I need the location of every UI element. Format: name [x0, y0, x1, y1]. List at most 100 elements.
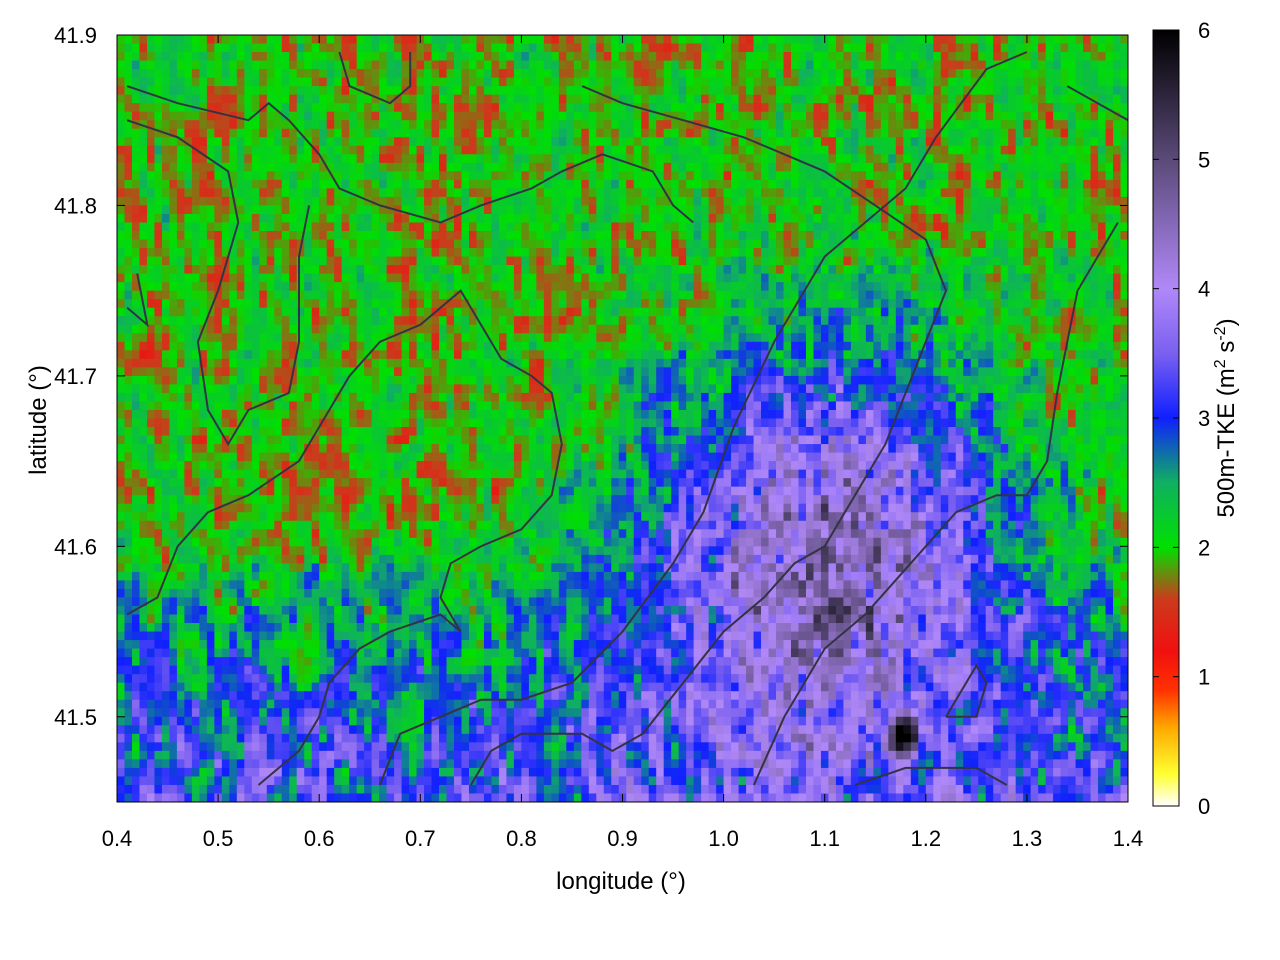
heatmap-cell	[805, 273, 815, 283]
heatmap-cell	[409, 265, 418, 275]
heatmap-cell	[955, 86, 964, 96]
heatmap-cell	[1068, 162, 1077, 172]
heatmap-cell	[596, 188, 605, 198]
heatmap-cell	[386, 324, 395, 334]
heatmap-cell	[424, 52, 433, 62]
heatmap-cell	[154, 137, 163, 147]
heatmap-cell	[1008, 103, 1017, 113]
heatmap-cell	[671, 239, 680, 249]
heatmap-cell	[244, 77, 253, 87]
heatmap-cell	[131, 282, 141, 292]
heatmap-cell	[206, 52, 215, 62]
heatmap-cell	[963, 248, 972, 258]
heatmap-cell	[858, 248, 867, 258]
heatmap-cell	[551, 77, 560, 87]
heatmap-cell	[468, 213, 478, 224]
heatmap-cell	[379, 205, 388, 215]
heatmap-cell	[828, 239, 837, 249]
heatmap-cell	[483, 94, 493, 104]
heatmap-cell	[940, 188, 949, 198]
heatmap-cell	[873, 265, 882, 275]
heatmap-cell	[558, 120, 567, 130]
heatmap-cell	[663, 213, 672, 224]
heatmap-cell	[813, 341, 822, 351]
heatmap-cell	[641, 333, 650, 343]
heatmap-cell	[229, 154, 238, 164]
heatmap-cell	[820, 188, 830, 198]
heatmap-cell	[371, 179, 380, 189]
heatmap-cell	[521, 222, 530, 232]
heatmap-cell	[858, 128, 867, 138]
heatmap-cell	[805, 248, 815, 258]
heatmap-cell	[244, 239, 253, 249]
heatmap-cell	[259, 307, 268, 317]
heatmap-cell	[206, 86, 215, 96]
heatmap-cell	[1120, 154, 1128, 164]
heatmap-cell	[349, 94, 358, 104]
heatmap-cell	[259, 196, 268, 207]
heatmap-cell	[199, 282, 208, 292]
heatmap-cell	[513, 299, 522, 309]
heatmap-cell	[746, 52, 755, 62]
heatmap-cell	[776, 222, 785, 232]
heatmap-cell	[184, 86, 193, 96]
heatmap-cell	[1038, 103, 1047, 113]
heatmap-cell	[1000, 137, 1009, 147]
heatmap-cell	[1008, 188, 1017, 198]
heatmap-cell	[1068, 196, 1077, 207]
heatmap-cell	[948, 205, 957, 215]
heatmap-cell	[281, 154, 290, 164]
heatmap-cell	[880, 290, 889, 300]
heatmap-cell	[686, 239, 695, 249]
heatmap-cell	[131, 94, 141, 104]
heatmap-cell	[311, 333, 320, 343]
heatmap-cell	[1015, 35, 1024, 45]
heatmap-cell	[117, 162, 126, 172]
heatmap-cell	[341, 248, 350, 258]
heatmap-cell	[221, 273, 230, 283]
heatmap-cell	[1060, 307, 1069, 317]
heatmap-cell	[603, 290, 612, 300]
heatmap-cell	[888, 282, 897, 292]
heatmap-cell	[461, 137, 470, 147]
heatmap-cell	[326, 128, 335, 138]
heatmap-cell	[611, 145, 620, 155]
heatmap-cell	[454, 128, 463, 138]
heatmap-cell	[468, 128, 478, 138]
heatmap-cell	[1090, 299, 1099, 309]
heatmap-cell	[1038, 265, 1047, 275]
heatmap-cell	[581, 248, 590, 258]
heatmap-cell	[738, 60, 747, 70]
heatmap-cell	[386, 282, 395, 292]
heatmap-cell	[873, 341, 882, 351]
heatmap-cell	[543, 205, 552, 215]
heatmap-cell	[880, 282, 889, 292]
heatmap-cell	[199, 239, 208, 249]
heatmap-cell	[1023, 196, 1032, 207]
heatmap-cell	[1098, 77, 1107, 87]
heatmap-cell	[1023, 333, 1032, 343]
heatmap-cell	[424, 290, 433, 300]
heatmap-cell	[289, 307, 298, 317]
heatmap-cell	[221, 154, 230, 164]
heatmap-cell	[933, 69, 942, 79]
heatmap-cell	[888, 333, 897, 343]
heatmap-cell	[483, 86, 493, 96]
heatmap-cell	[439, 69, 448, 79]
heatmap-cell	[311, 162, 320, 172]
heatmap-cell	[341, 307, 350, 317]
heatmap-cell	[117, 111, 126, 121]
heatmap-cell	[820, 213, 830, 224]
heatmap-cell	[618, 52, 627, 62]
heatmap-cell	[588, 333, 597, 343]
heatmap-cell	[326, 94, 335, 104]
heatmap-cell	[394, 128, 403, 138]
heatmap-cell	[1120, 103, 1128, 113]
heatmap-cell	[454, 265, 463, 275]
heatmap-cell	[693, 307, 702, 317]
heatmap-cell	[131, 248, 141, 258]
heatmap-cell	[626, 103, 635, 113]
heatmap-cell	[895, 103, 904, 113]
heatmap-cell	[146, 154, 156, 164]
heatmap-cell	[798, 103, 807, 113]
